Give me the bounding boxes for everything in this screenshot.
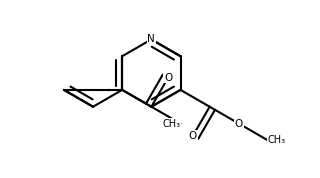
Text: CH₃: CH₃	[268, 135, 286, 145]
Text: O: O	[235, 119, 243, 129]
Text: O: O	[189, 131, 197, 141]
Text: N: N	[148, 34, 155, 44]
Text: O: O	[164, 73, 172, 83]
Text: CH₃: CH₃	[162, 119, 180, 129]
